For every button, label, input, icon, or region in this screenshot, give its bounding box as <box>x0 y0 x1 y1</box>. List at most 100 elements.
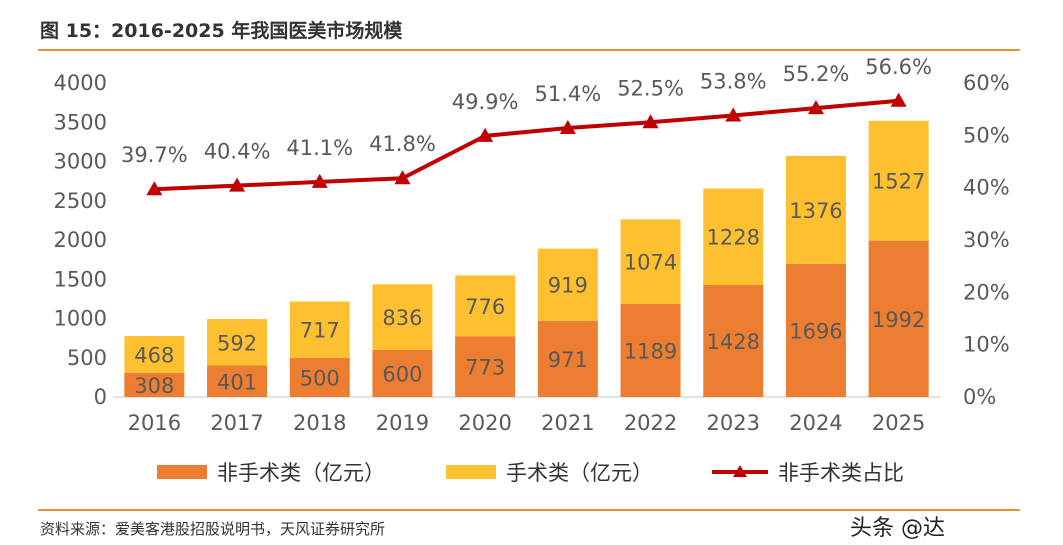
ratio-line <box>154 98 899 192</box>
figure-title: 图 15：2016-2025 年我国医美市场规模 <box>40 20 403 42</box>
x-tick-label: 2018 <box>293 411 346 435</box>
data-label-non-surgical: 773 <box>465 356 505 380</box>
bar-non-surgical <box>537 320 598 397</box>
ratio-label: 41.8% <box>369 132 436 156</box>
top-rule <box>38 49 1020 51</box>
bar-non-surgical <box>207 365 268 397</box>
ratio-marker <box>146 181 163 196</box>
bar-surgical <box>124 336 185 373</box>
bar-non-surgical <box>620 303 681 397</box>
bar-surgical <box>703 188 764 285</box>
data-label-non-surgical: 401 <box>217 370 257 394</box>
ratio-marker <box>807 100 824 115</box>
bar-non-surgical <box>372 349 433 397</box>
data-label-non-surgical: 1696 <box>789 319 842 343</box>
data-label-non-surgical: 600 <box>382 362 422 386</box>
data-label-surgical: 592 <box>217 331 257 355</box>
y2-tick-label: 40% <box>963 176 1010 200</box>
ratio-label: 52.5% <box>617 76 684 100</box>
bar-non-surgical <box>124 372 185 397</box>
legend-label-ratio: 非手术类占比 <box>778 461 904 485</box>
ratio-marker <box>229 177 246 192</box>
y2-tick-label: 10% <box>963 333 1010 357</box>
data-label-non-surgical: 500 <box>300 366 340 390</box>
ratio-label: 40.4% <box>204 140 271 164</box>
bar-surgical <box>289 301 350 358</box>
bar-non-surgical <box>703 284 764 397</box>
data-label-surgical: 468 <box>134 343 174 367</box>
y-tick-label: 2500 <box>54 189 107 213</box>
y-tick-label: 3500 <box>54 110 107 134</box>
y2-tick-label: 20% <box>963 280 1010 304</box>
bar-surgical <box>785 155 846 264</box>
legend-label-non-surgical: 非手术类（亿元） <box>217 461 385 485</box>
data-label-surgical: 836 <box>382 306 422 330</box>
data-label-non-surgical: 971 <box>548 348 588 372</box>
data-label-surgical: 919 <box>548 274 588 298</box>
y2-tick-label: 50% <box>963 123 1010 147</box>
bottom-rule <box>38 509 1020 511</box>
x-tick-label: 2024 <box>789 411 842 435</box>
y-tick-label: 2000 <box>54 228 107 252</box>
ratio-marker <box>311 173 328 188</box>
data-label-non-surgical: 1189 <box>624 339 677 363</box>
y2-tick-label: 0% <box>963 385 996 409</box>
bar-surgical <box>868 120 929 241</box>
data-label-surgical: 1527 <box>872 170 925 194</box>
y2-tick-label: 60% <box>963 71 1010 95</box>
x-tick-label: 2023 <box>707 411 760 435</box>
bar-surgical <box>455 275 516 337</box>
ratio-label: 49.9% <box>452 90 519 114</box>
data-label-surgical: 776 <box>465 295 505 319</box>
legend-item-ratio: 非手术类占比 <box>712 455 904 489</box>
data-label-non-surgical: 1428 <box>707 330 760 354</box>
x-tick-label: 2016 <box>128 411 181 435</box>
ratio-marker <box>477 127 494 142</box>
ratio-marker <box>890 92 907 107</box>
data-label-non-surgical: 308 <box>134 374 174 398</box>
x-tick-label: 2019 <box>376 411 429 435</box>
y-tick-label: 0 <box>94 385 107 409</box>
x-tick-label: 2025 <box>872 411 925 435</box>
legend-item-non-surgical: 非手术类（亿元） <box>157 455 385 489</box>
legend: 非手术类（亿元） 手术类（亿元） 非手术类占比 <box>0 455 1063 489</box>
data-label-surgical: 717 <box>300 319 340 343</box>
ratio-marker <box>725 107 742 122</box>
legend-swatch-surgical <box>446 465 496 479</box>
y-tick-label: 1000 <box>54 307 107 331</box>
x-tick-label: 2022 <box>624 411 677 435</box>
ratio-label: 41.1% <box>286 136 353 160</box>
ratio-label: 53.8% <box>700 69 767 93</box>
legend-swatch-ratio <box>712 465 768 477</box>
bar-non-surgical <box>785 263 846 397</box>
y-tick-label: 500 <box>67 346 107 370</box>
x-tick-label: 2020 <box>458 411 511 435</box>
bar-surgical <box>372 284 433 350</box>
legend-swatch-non-surgical <box>157 465 207 479</box>
y-tick-label: 3000 <box>54 150 107 174</box>
data-label-non-surgical: 1992 <box>872 308 925 332</box>
bar-non-surgical <box>455 336 516 397</box>
ratio-label: 39.7% <box>121 143 188 167</box>
ratio-label: 51.4% <box>534 82 601 106</box>
bar-surgical <box>207 319 268 366</box>
source-note: 资料来源：爱美客港股招股说明书，天风证券研究所 <box>40 520 386 538</box>
y-tick-label: 4000 <box>54 71 107 95</box>
data-label-surgical: 1228 <box>707 226 760 250</box>
ratio-marker <box>559 120 576 135</box>
y2-tick-label: 30% <box>963 228 1010 252</box>
stacked-bar-line-chart: 0 500 1000 1500 2000 2500 3000 3500 4000 0% 10% 20%… <box>54 55 1010 435</box>
bar-non-surgical <box>289 357 350 397</box>
y-tick-label: 1500 <box>54 267 107 291</box>
legend-label-surgical: 手术类（亿元） <box>506 461 653 485</box>
ratio-label: 55.2% <box>783 62 850 86</box>
x-tick-label: 2021 <box>541 411 594 435</box>
data-label-surgical: 1074 <box>624 251 677 275</box>
x-tick-label: 2017 <box>210 411 263 435</box>
bar-non-surgical <box>868 240 929 397</box>
ratio-marker <box>642 114 659 129</box>
ratio-label: 56.6% <box>865 55 932 79</box>
bar-surgical <box>537 248 598 321</box>
bar-surgical <box>620 219 681 304</box>
legend-item-surgical: 手术类（亿元） <box>446 455 653 489</box>
